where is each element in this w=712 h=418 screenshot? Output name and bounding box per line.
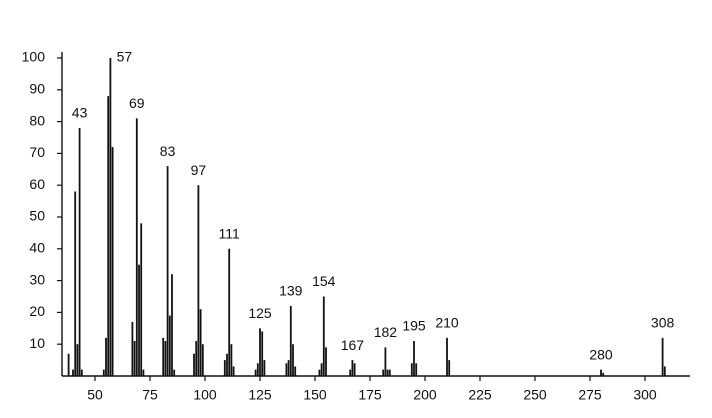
peak-label: 154 [312, 273, 336, 289]
peak-label: 139 [279, 283, 303, 299]
peak-label: 43 [72, 105, 88, 121]
peak-label: 83 [160, 143, 176, 159]
peak-label: 125 [248, 305, 272, 321]
y-tick-label: 80 [29, 112, 45, 128]
y-tick-label: 40 [29, 240, 45, 256]
peak-label: 69 [129, 95, 145, 111]
y-tick-label: 50 [29, 208, 45, 224]
y-tick-label: 20 [29, 303, 45, 319]
y-tick-label: 90 [29, 81, 45, 97]
y-tick-label: 70 [29, 144, 45, 160]
y-tick-label: 60 [29, 176, 45, 192]
x-tick-label: 200 [413, 387, 437, 403]
x-tick-label: 225 [468, 387, 492, 403]
y-tick-label: 30 [29, 271, 45, 287]
x-tick-label: 300 [633, 387, 657, 403]
peak-label: 167 [341, 337, 365, 353]
peak-label: 97 [191, 162, 207, 178]
peak-label: 195 [402, 318, 426, 334]
peak-label: 57 [117, 49, 133, 65]
x-tick-label: 100 [193, 387, 217, 403]
peak-label: 308 [651, 315, 675, 331]
y-tick-label: 100 [22, 49, 46, 65]
x-tick-label: 50 [87, 387, 103, 403]
peak-label: 280 [589, 346, 613, 362]
x-tick-label: 75 [142, 387, 158, 403]
x-tick-label: 275 [578, 387, 602, 403]
peak-label: 210 [435, 315, 459, 331]
peak-label: 182 [374, 324, 398, 340]
peak-label: 111 [219, 226, 240, 242]
y-tick-label: 10 [29, 335, 45, 351]
x-tick-label: 150 [303, 387, 327, 403]
x-tick-label: 175 [358, 387, 382, 403]
x-tick-label: 250 [523, 387, 547, 403]
x-tick-label: 125 [248, 387, 272, 403]
